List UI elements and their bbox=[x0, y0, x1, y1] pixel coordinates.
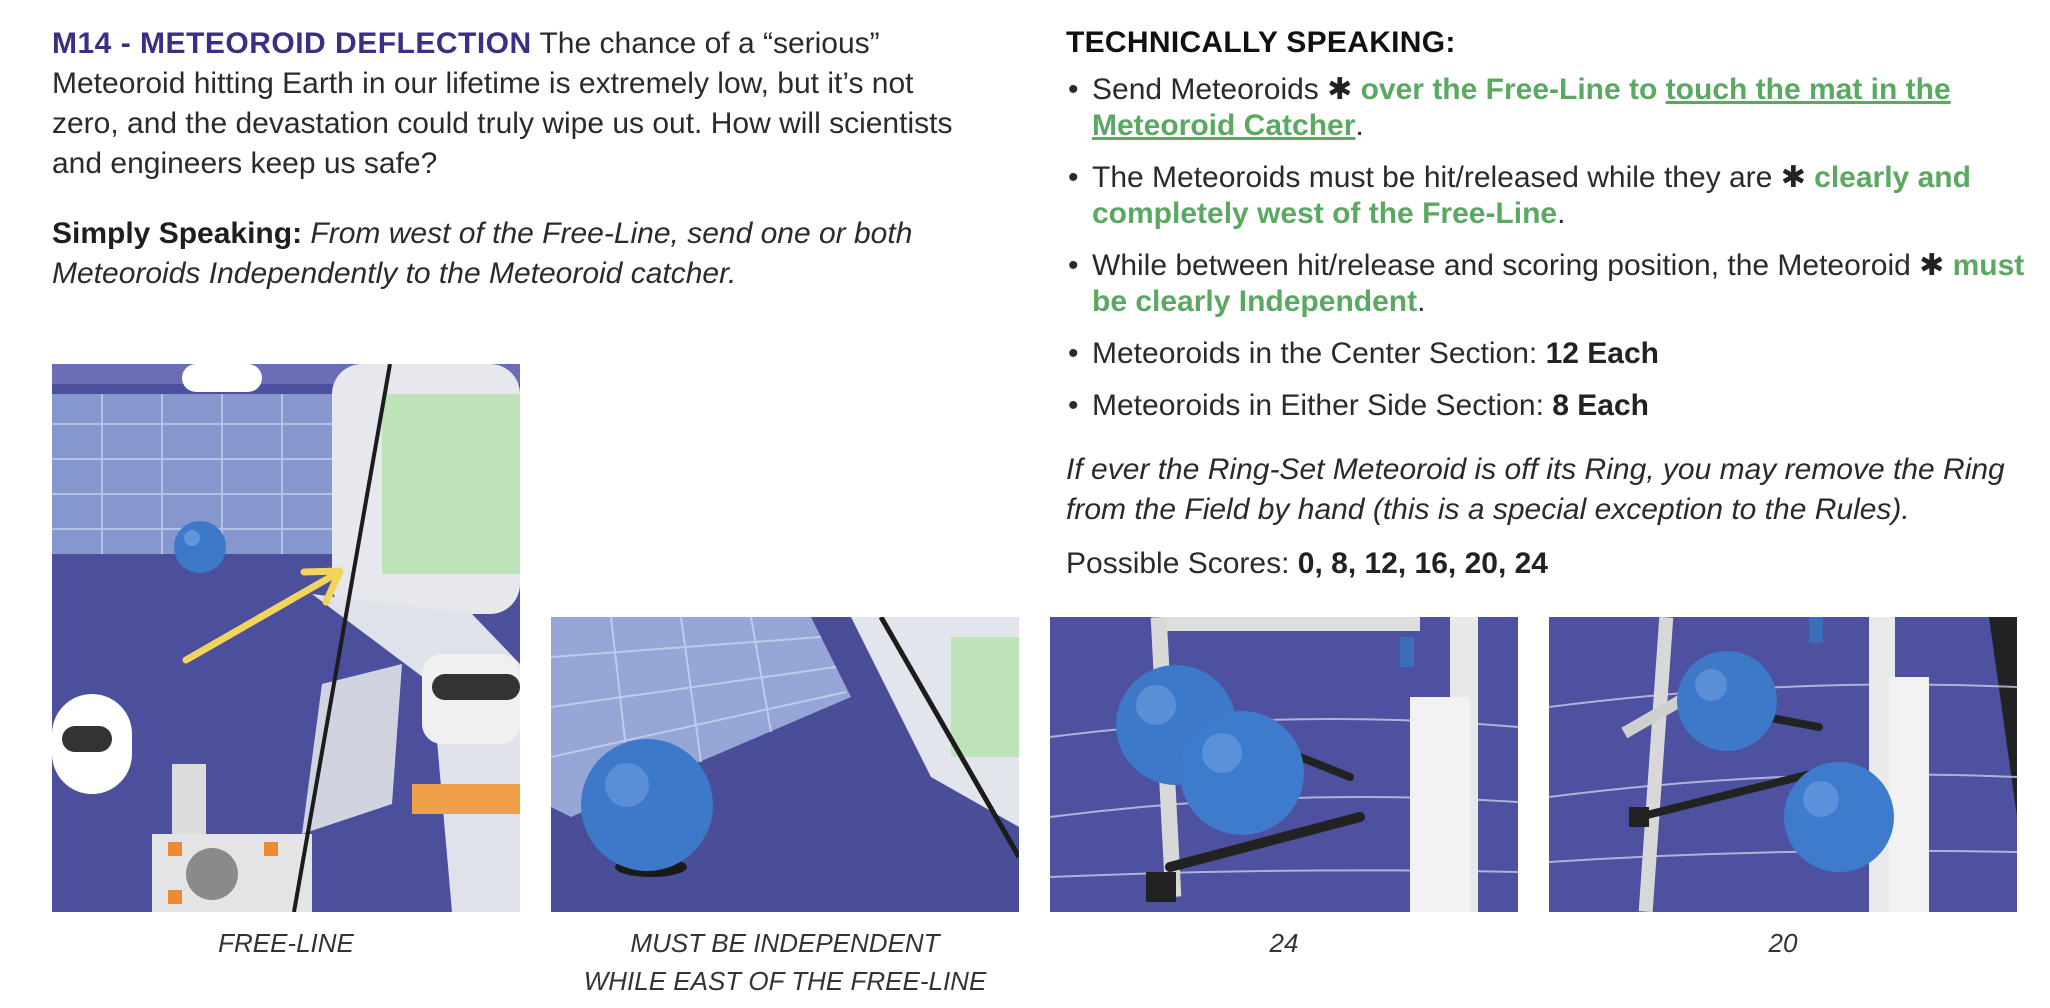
independent-photo bbox=[551, 617, 1019, 912]
rule-item: • Send Meteoroids ✱ over the Free-Line to… bbox=[1066, 72, 2026, 144]
rule-period: . bbox=[1417, 285, 1426, 318]
technically-speaking-title: TECHNICALLY SPEAKING: bbox=[1066, 26, 1456, 59]
rule-period: . bbox=[1355, 109, 1364, 142]
caption-text: 24 bbox=[1269, 928, 1299, 958]
space-station-graphic bbox=[851, 617, 1019, 827]
independent-caption: MUST BE INDEPENDENT WHILE EAST OF THE FR… bbox=[551, 924, 1019, 1000]
caption-line-1: MUST BE INDEPENDENT bbox=[630, 928, 940, 958]
score-24-caption: 24 bbox=[1050, 924, 1518, 962]
solar-panel-graphic bbox=[52, 394, 332, 554]
meteoroid-catcher-graphic bbox=[1621, 617, 1929, 912]
asterisk-icon: ✱ bbox=[1919, 249, 1945, 282]
rule-text: Meteoroids in Either Side Section: bbox=[1092, 389, 1553, 422]
rule-item: • Meteoroids in Either Side Section: 8 Ea… bbox=[1066, 388, 2026, 424]
mission-intro: M14 - METEOROID DEFLECTION The chance of… bbox=[52, 24, 972, 184]
rule-points: 12 Each bbox=[1545, 337, 1659, 370]
free-line-mark bbox=[292, 364, 392, 912]
rule-highlight-underlined: touch the mat in the Meteoroid Catcher bbox=[1092, 73, 1951, 142]
mission-description: The chance of a “serious” Meteoroid hitt… bbox=[52, 27, 953, 180]
rule-highlight: must be clearly Independent bbox=[1092, 249, 2025, 318]
rules-list: • Send Meteoroids ✱ over the Free-Line to… bbox=[1066, 72, 2026, 440]
free-line-caption: FREE-LINE bbox=[52, 924, 520, 962]
rule-item: • Meteoroids in the Center Section: 12 Ea… bbox=[1066, 336, 2026, 372]
simply-speaking-text: From west of the Free-Line, send one or … bbox=[52, 217, 913, 290]
meteoroid-ball bbox=[174, 521, 226, 573]
score-20-caption: 20 bbox=[1549, 924, 2017, 962]
simply-speaking: Simply Speaking: From west of the Free-L… bbox=[52, 214, 972, 294]
rule-text: While between hit/release and scoring po… bbox=[1092, 249, 1920, 282]
rule-item: • While between hit/release and scoring p… bbox=[1066, 248, 2026, 320]
free-line-photo bbox=[52, 364, 520, 912]
asterisk-icon: ✱ bbox=[1780, 161, 1806, 194]
score-24-photo bbox=[1050, 617, 1518, 912]
bullet-mark: • bbox=[1068, 249, 1079, 282]
simply-speaking-label: Simply Speaking: bbox=[52, 217, 303, 250]
possible-scores-values: 0, 8, 12, 16, 20, 24 bbox=[1297, 547, 1548, 580]
caption-text: 20 bbox=[1768, 928, 1798, 958]
bullet-mark: • bbox=[1068, 161, 1079, 194]
rule-highlight: clearly and completely west of the Free-… bbox=[1092, 161, 1971, 230]
score-20-photo bbox=[1549, 617, 2017, 912]
meteoroid-ball bbox=[581, 739, 713, 871]
rule-text: Send Meteoroids bbox=[1092, 73, 1328, 106]
possible-scores: Possible Scores: 0, 8, 12, 16, 20, 24 bbox=[1066, 546, 1548, 582]
bullet-mark: • bbox=[1068, 73, 1079, 106]
rule-points: 8 Each bbox=[1552, 389, 1649, 422]
meteoroid-ball bbox=[1677, 651, 1777, 751]
free-line-mark bbox=[878, 617, 1019, 859]
meteoroid-ball bbox=[1784, 762, 1894, 872]
rule-text: The Meteoroids must be hit/released whil… bbox=[1092, 161, 1781, 194]
bullet-mark: • bbox=[1068, 337, 1079, 370]
caption-line-2: WHILE EAST OF THE FREE-LINE bbox=[583, 966, 987, 996]
ring-exception-note: If ever the Ring-Set Meteoroid is off it… bbox=[1066, 453, 2005, 526]
bullet-mark: • bbox=[1068, 389, 1079, 422]
launcher-model-graphic bbox=[152, 764, 312, 912]
possible-scores-label: Possible Scores: bbox=[1066, 547, 1298, 580]
caption-text: FREE-LINE bbox=[218, 928, 354, 958]
mission-title: M14 - METEOROID DEFLECTION bbox=[52, 27, 532, 60]
rule-period: . bbox=[1557, 197, 1566, 230]
meteoroid-ball bbox=[1180, 711, 1304, 835]
asterisk-icon: ✱ bbox=[1327, 73, 1353, 106]
rule-text: Meteoroids in the Center Section: bbox=[1092, 337, 1546, 370]
rule-item: • The Meteoroids must be hit/released whi… bbox=[1066, 160, 2026, 232]
rule-highlight: over the Free-Line to bbox=[1352, 73, 1666, 106]
arrow-icon bbox=[182, 567, 344, 664]
